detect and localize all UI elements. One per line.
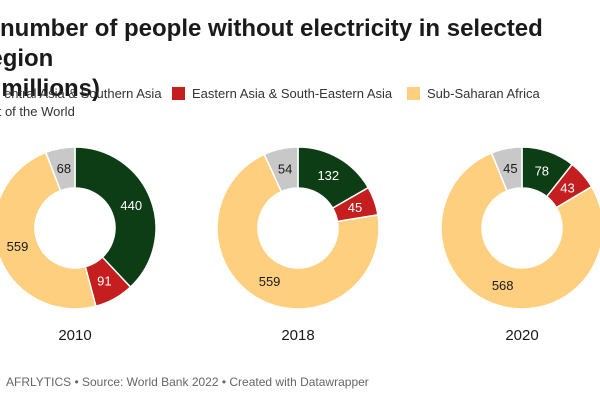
slice-value-label: 45 [348,200,362,215]
donut-slice [490,146,523,192]
donut-2010: 440 91 559 68 2010 [0,146,157,344]
legend-item-eastern-southeastern-asia: Eastern Asia & South-Eastern Asia [172,84,392,103]
legend-item-central-southern-asia: entral Asia & Southern Asia [0,84,162,103]
legend-item-sub-saharan-africa: Sub-Saharan Africa [407,84,540,103]
donut-slice [263,146,299,193]
legend-swatch [407,87,420,100]
slice-value-label: 132 [317,168,339,183]
chart-title-line-2: n millions) [0,75,100,102]
slice-value-label: 45 [503,161,517,176]
donut-slice [74,146,157,289]
slice-value-label: 568 [492,278,514,293]
donut-slice [440,151,600,310]
year-label: 2020 [505,327,538,344]
donut-2018: 132 45 559 54 2018 [216,146,380,344]
slice-value-label: 440 [120,198,142,213]
legend-label: Sub-Saharan Africa [427,86,540,101]
legend-label: entral Asia & Southern Asia [4,86,162,101]
donut-slice [44,146,76,192]
donut-charts: 440 91 559 68 2010 132 45 559 54 2018 78 43 568 45 202… [0,146,600,344]
legend-label: est of the World [0,104,75,119]
donut-2020: 78 43 568 45 2020 [440,146,600,344]
slice-value-label: 559 [259,274,281,289]
chart-title: e number of people without electricity i… [0,14,600,104]
donut-slice [216,153,380,310]
slice-value-label: 78 [535,163,549,178]
year-label: 2018 [281,327,314,344]
slice-value-label: 43 [560,181,574,196]
legend-swatch [172,87,185,100]
chart-title-line-1: e number of people without electricity i… [0,15,543,72]
donut-slice [0,151,97,310]
year-label: 2010 [58,327,91,344]
slice-value-label: 559 [7,239,29,254]
slice-value-label: 68 [57,161,71,176]
slice-value-label: 54 [278,161,292,176]
legend-label: Eastern Asia & South-Eastern Asia [192,86,393,101]
legend-item-rest-of-world: est of the World [0,102,75,121]
footer-source: AFRLYTICS • Source: World Bank 2022 • Cr… [6,375,369,389]
slice-value-label: 91 [97,273,111,288]
